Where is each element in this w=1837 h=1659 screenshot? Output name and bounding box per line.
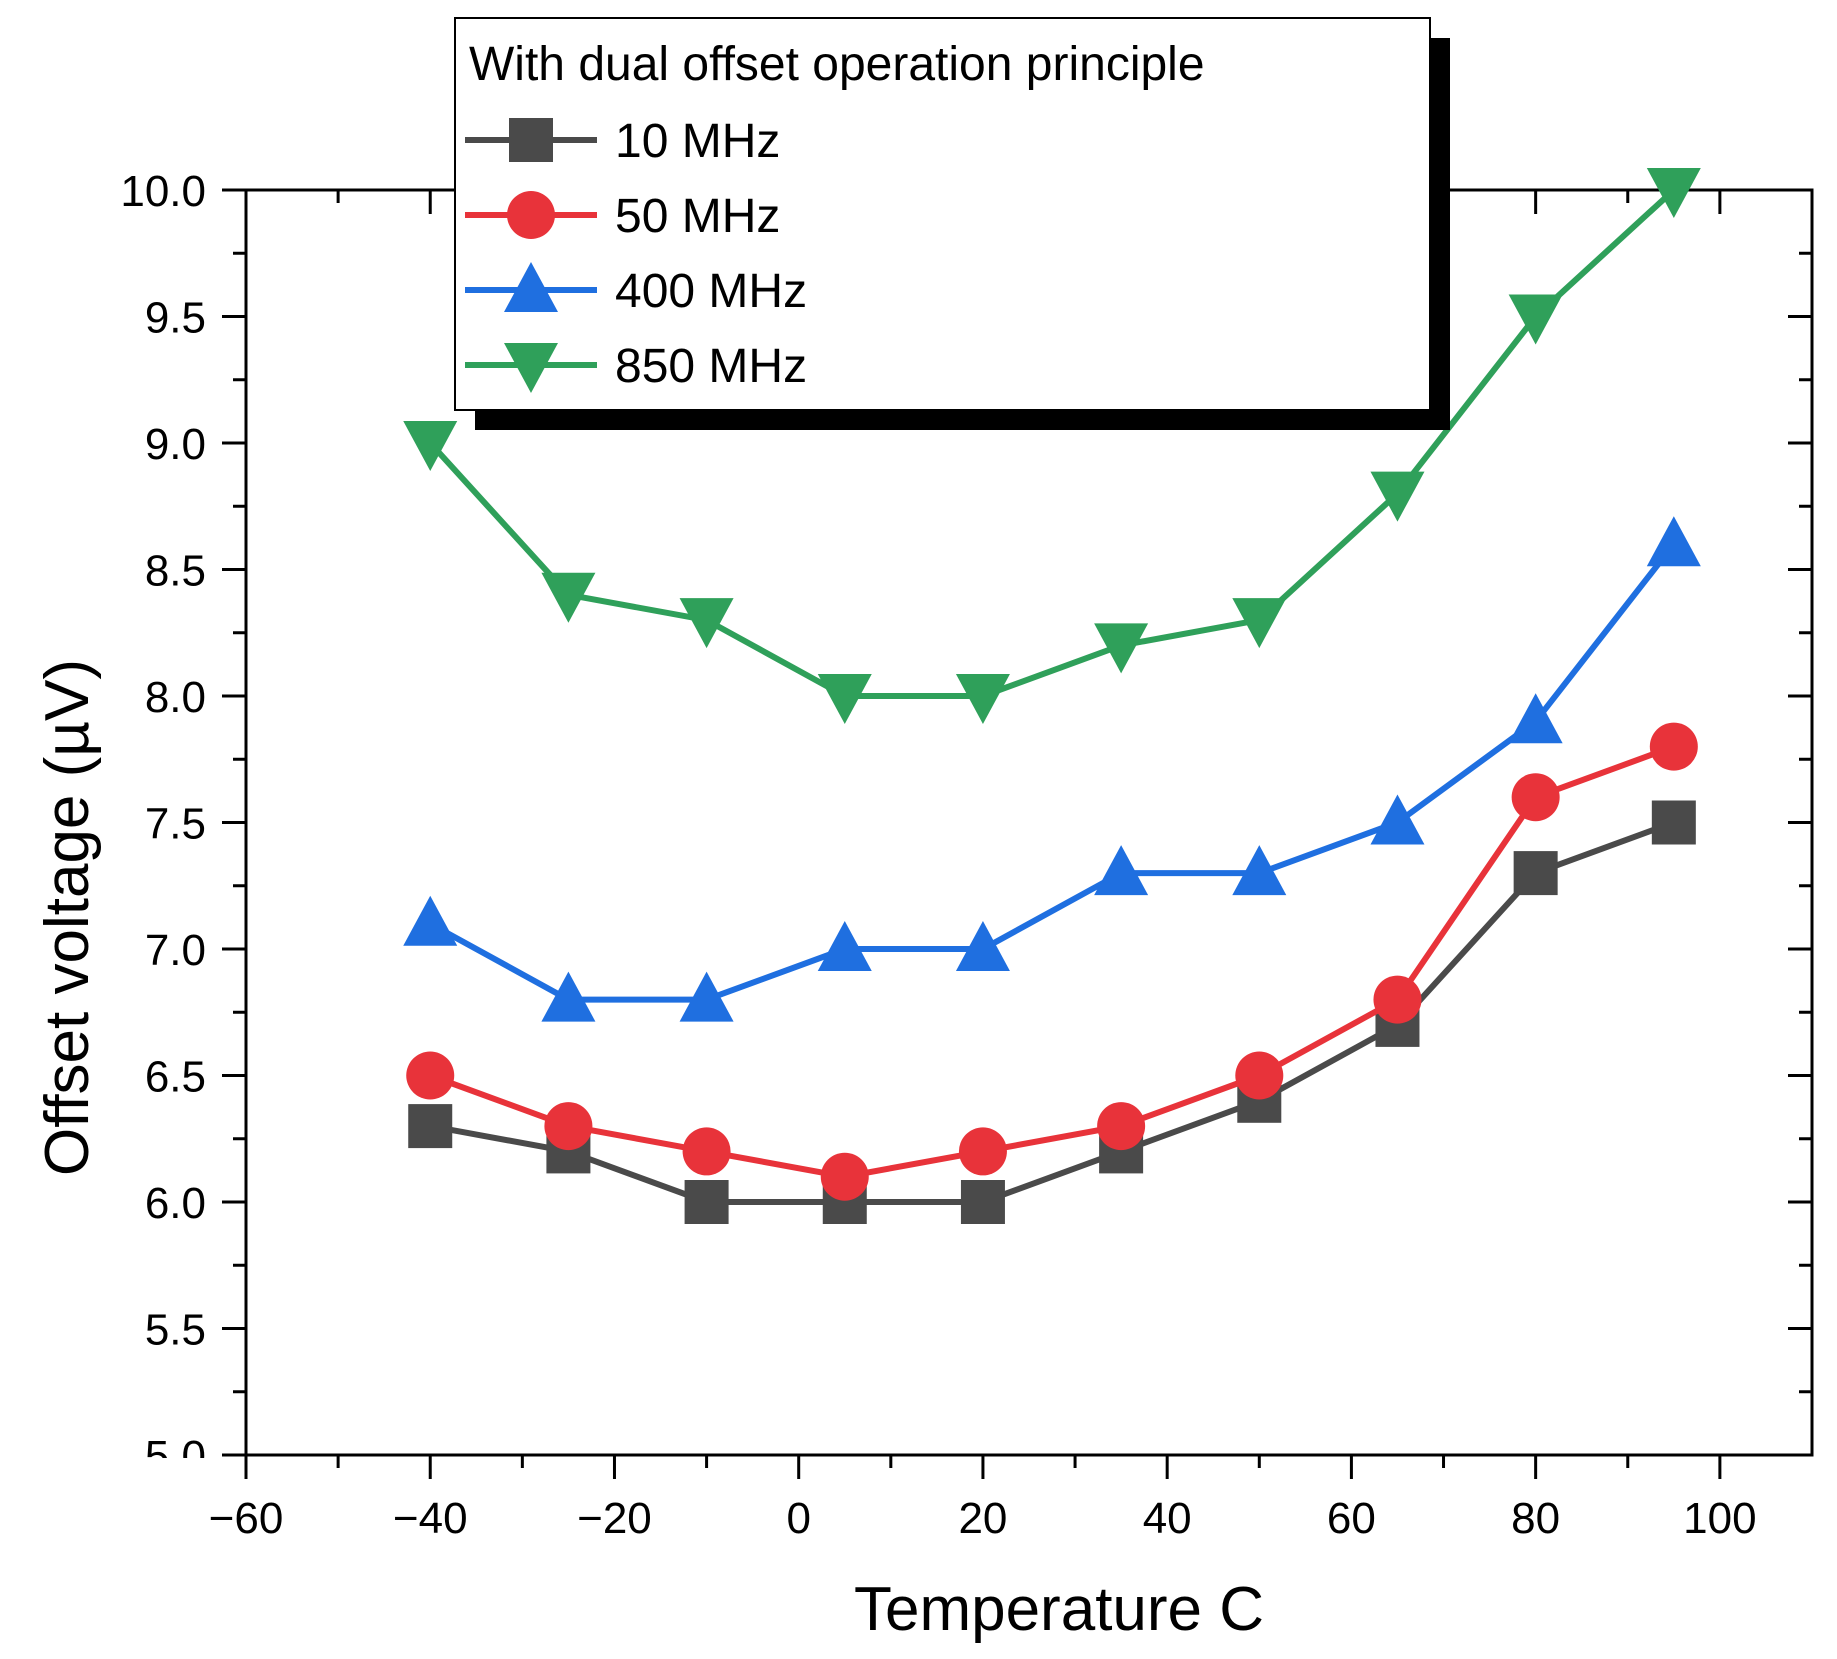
legend-item-10-mhz: 10 MHz	[465, 115, 780, 168]
data-point-400-mhz	[1646, 516, 1701, 567]
data-point-10-mhz	[1513, 851, 1558, 896]
legend-title: With dual offset operation principle	[469, 38, 1205, 91]
data-point-850-mhz	[1508, 294, 1563, 345]
data-point-50-mhz	[682, 1127, 731, 1176]
x-tick-label: 20	[958, 1494, 1007, 1543]
y-axis-min-label-mask	[100, 1458, 234, 1488]
series-line-400-mhz	[428, 542, 1677, 1003]
data-point-400-mhz	[955, 921, 1010, 971]
legend-box	[454, 17, 1431, 411]
legend-marker-850-mhz	[504, 343, 558, 393]
data-point-400-mhz	[1508, 693, 1563, 744]
data-point-10-mhz	[408, 1104, 453, 1149]
data-point-850-mhz	[817, 674, 872, 724]
data-point-50-mhz	[1373, 975, 1422, 1024]
x-tick-label: 40	[1143, 1494, 1192, 1543]
y-tick-label: 7.0	[145, 926, 206, 975]
x-axis-title: Temperature C	[854, 1575, 1264, 1644]
y-tick-label: 6.5	[145, 1053, 206, 1102]
data-point-400-mhz	[1094, 845, 1149, 896]
y-tick-label: 9.5	[145, 294, 206, 343]
series-layer	[403, 168, 1701, 1224]
legend-label-10-mhz: 10 MHz	[615, 115, 780, 168]
data-point-850-mhz	[1232, 598, 1287, 649]
x-tick-label: −20	[577, 1494, 652, 1543]
data-point-50-mhz	[544, 1102, 593, 1151]
data-point-400-mhz	[541, 971, 596, 1022]
legend-marker-50-mhz	[507, 191, 555, 239]
series-line-10-mhz	[429, 819, 1675, 1205]
series-400-mhz	[403, 516, 1701, 1022]
series-50-mhz	[406, 722, 1698, 1201]
data-point-850-mhz	[955, 674, 1010, 724]
data-point-50-mhz	[1235, 1051, 1284, 1100]
legend-item-50-mhz: 50 MHz	[465, 190, 780, 243]
y-tick-label: 10.0	[120, 167, 206, 216]
legend-item-850-mhz: 850 MHz	[465, 340, 807, 393]
legend: With dual offset operation principle 10 M…	[454, 17, 1450, 430]
legend-marker-400-mhz	[504, 262, 558, 312]
x-tick-label: 60	[1327, 1494, 1376, 1543]
y-tick-label: 9.0	[145, 420, 206, 469]
data-point-10-mhz	[684, 1180, 729, 1224]
data-point-850-mhz	[1646, 168, 1701, 218]
y-tick-label: 8.5	[145, 547, 206, 596]
y-tick-label: 8.0	[145, 673, 206, 722]
data-point-10-mhz	[1651, 800, 1696, 845]
x-tick-label: 100	[1683, 1494, 1756, 1543]
data-point-50-mhz	[1649, 722, 1698, 771]
data-point-850-mhz	[679, 598, 734, 649]
y-axis-title: Offset voltage (µV)	[33, 659, 102, 1176]
data-point-50-mhz	[958, 1127, 1007, 1176]
data-point-50-mhz	[1511, 773, 1560, 822]
x-tick-label: −40	[393, 1494, 468, 1543]
data-point-400-mhz	[679, 971, 734, 1022]
data-point-10-mhz	[960, 1180, 1005, 1224]
y-tick-label: 6.0	[145, 1179, 206, 1228]
data-point-850-mhz	[403, 421, 458, 471]
legend-label-850-mhz: 850 MHz	[615, 340, 807, 393]
data-point-850-mhz	[541, 572, 596, 623]
series-line-50-mhz	[429, 743, 1675, 1180]
x-tick-label: 0	[786, 1494, 810, 1543]
x-tick-label: −60	[209, 1494, 284, 1543]
series-850-mhz	[403, 168, 1701, 724]
x-tick-label: 80	[1511, 1494, 1560, 1543]
data-point-400-mhz	[403, 895, 458, 946]
data-point-400-mhz	[817, 921, 872, 971]
legend-marker-10-mhz	[509, 118, 553, 162]
data-point-50-mhz	[406, 1051, 455, 1100]
data-point-850-mhz	[1094, 623, 1149, 674]
series-line-850-mhz	[428, 187, 1676, 699]
y-tick-label: 5.5	[145, 1306, 206, 1355]
data-point-400-mhz	[1370, 794, 1425, 845]
y-tick-label: 7.5	[145, 800, 206, 849]
data-point-850-mhz	[1370, 471, 1425, 522]
data-point-50-mhz	[1097, 1102, 1146, 1151]
legend-item-400-mhz: 400 MHz	[465, 262, 807, 318]
legend-label-50-mhz: 50 MHz	[615, 190, 780, 243]
data-point-400-mhz	[1232, 845, 1287, 896]
legend-label-400-mhz: 400 MHz	[615, 265, 807, 318]
data-point-50-mhz	[820, 1152, 869, 1201]
plot-axes: −60 −40 −20 0 20 40 60 80 1005.05.56.06.57.07.58…	[120, 167, 1814, 1543]
